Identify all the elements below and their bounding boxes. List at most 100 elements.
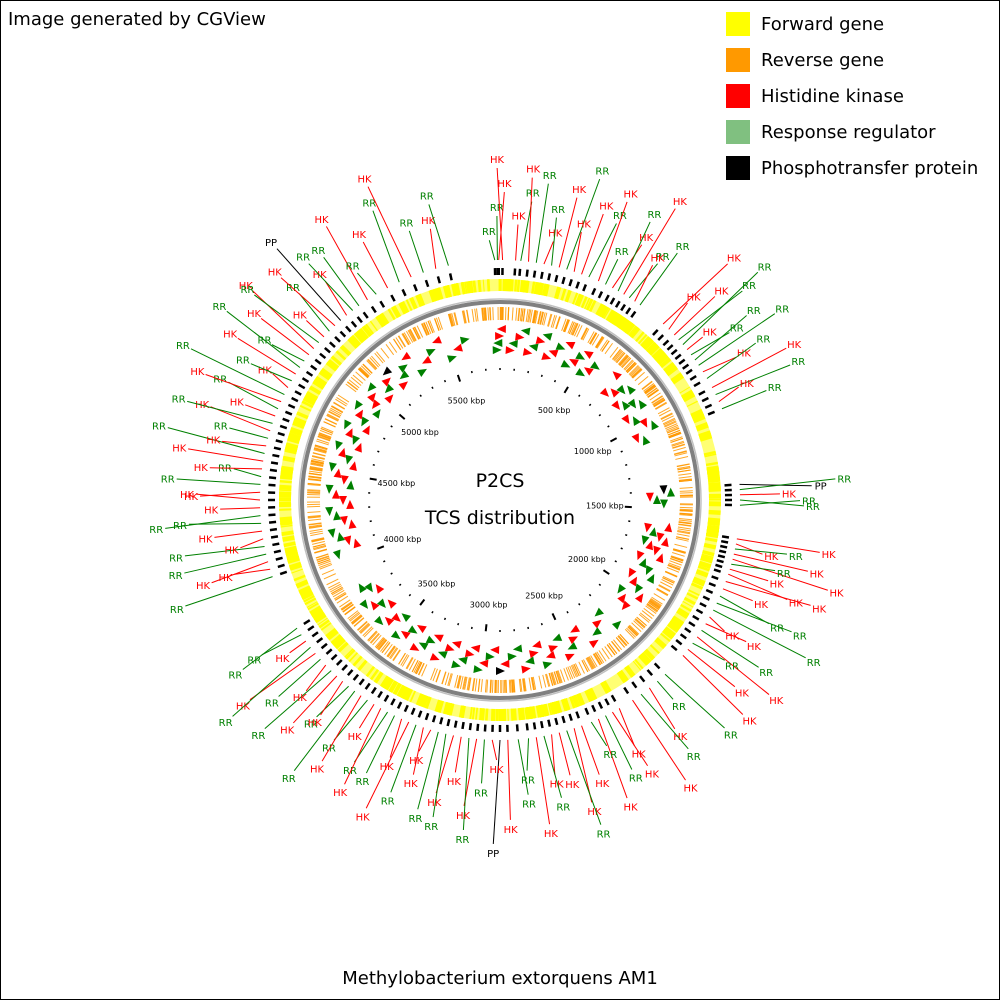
reverse-gene-mark bbox=[586, 657, 594, 670]
feature-tick bbox=[275, 439, 283, 444]
forward-gene-mark bbox=[464, 281, 468, 294]
reverse-gene-mark bbox=[521, 308, 524, 322]
reverse-gene-mark bbox=[595, 336, 604, 349]
reverse-gene-mark bbox=[312, 543, 326, 548]
tcs-marker bbox=[634, 583, 644, 594]
reverse-gene-mark bbox=[649, 599, 661, 608]
reverse-gene-mark bbox=[588, 332, 597, 345]
tcs-marker bbox=[417, 625, 427, 634]
forward-gene-mark bbox=[569, 696, 576, 709]
feature-label: HK bbox=[308, 718, 323, 729]
feature-tick bbox=[713, 568, 722, 573]
reverse-gene-mark bbox=[362, 363, 373, 374]
tcs-marker bbox=[327, 528, 336, 539]
feature-label: RR bbox=[482, 227, 496, 238]
feature-callout bbox=[184, 546, 265, 557]
feature-callout bbox=[725, 581, 811, 606]
feature-tick bbox=[352, 673, 360, 681]
reverse-gene-mark bbox=[347, 610, 359, 619]
forward-gene-mark bbox=[279, 518, 293, 525]
reverse-gene-mark bbox=[480, 679, 483, 693]
forward-gene-mark bbox=[306, 601, 318, 608]
reverse-gene-mark bbox=[631, 367, 642, 378]
reverse-gene-mark bbox=[631, 368, 642, 379]
feature-tick bbox=[334, 335, 341, 343]
reverse-gene-mark bbox=[334, 593, 347, 601]
feature-callout bbox=[498, 191, 505, 261]
tcs-marker bbox=[545, 650, 556, 659]
reverse-gene-mark bbox=[357, 621, 368, 631]
reverse-gene-mark bbox=[409, 329, 417, 342]
feature-tick bbox=[720, 539, 729, 544]
reverse-gene-mark bbox=[491, 679, 494, 693]
tcs-marker bbox=[569, 358, 579, 367]
feature-label: HK bbox=[198, 535, 213, 546]
reverse-gene-mark bbox=[573, 324, 581, 337]
forward-gene-mark bbox=[391, 305, 402, 319]
reverse-gene-mark bbox=[435, 317, 442, 331]
forward-gene-mark bbox=[317, 617, 328, 626]
reverse-gene-mark bbox=[593, 653, 601, 665]
feature-callout bbox=[739, 493, 780, 496]
backbone-ring bbox=[300, 300, 700, 700]
reverse-gene-mark bbox=[666, 427, 680, 434]
reverse-gene-mark bbox=[412, 327, 420, 340]
reverse-gene-mark bbox=[629, 624, 640, 635]
reverse-gene-mark bbox=[538, 675, 543, 689]
reverse-gene-mark bbox=[444, 672, 450, 686]
reverse-gene-mark bbox=[308, 518, 322, 521]
tcs-marker bbox=[384, 383, 395, 394]
reverse-gene-mark bbox=[668, 431, 681, 438]
feature-label: RR bbox=[490, 203, 504, 214]
feature-callout bbox=[232, 646, 311, 717]
scale-tick bbox=[588, 403, 592, 407]
feature-tick bbox=[702, 595, 711, 601]
forward-gene-mark bbox=[320, 370, 331, 378]
tcs-marker bbox=[528, 343, 539, 352]
feature-callout bbox=[260, 318, 310, 356]
feature-tick bbox=[335, 659, 343, 666]
forward-gene-mark bbox=[571, 695, 579, 708]
feature-tick bbox=[591, 287, 597, 296]
reverse-gene-mark bbox=[317, 436, 331, 442]
reverse-gene-mark bbox=[449, 313, 454, 327]
feature-tick bbox=[436, 276, 442, 284]
tcs-marker bbox=[493, 338, 503, 347]
reverse-gene-mark bbox=[331, 588, 344, 596]
tcs-marker bbox=[575, 368, 585, 377]
forward-gene-mark bbox=[620, 319, 631, 332]
reverse-gene-mark bbox=[665, 423, 678, 430]
feature-tick bbox=[679, 633, 687, 640]
feature-tick bbox=[518, 268, 522, 276]
tcs-marker bbox=[349, 461, 357, 471]
forward-gene-mark bbox=[608, 310, 616, 322]
forward-gene-mark bbox=[289, 563, 303, 571]
forward-gene-mark bbox=[588, 688, 595, 701]
reverse-gene-mark bbox=[662, 576, 675, 584]
feature-label: HK bbox=[404, 779, 419, 790]
feature-tick bbox=[692, 614, 700, 621]
feature-tick bbox=[339, 330, 347, 338]
reverse-gene-mark bbox=[435, 669, 441, 683]
feature-label: RR bbox=[212, 302, 226, 313]
feature-tick bbox=[345, 325, 352, 333]
forward-gene-mark bbox=[358, 327, 369, 340]
feature-label: HK bbox=[280, 726, 295, 737]
feature-tick bbox=[699, 602, 707, 608]
reverse-gene-mark bbox=[341, 602, 353, 611]
tcs-marker bbox=[660, 499, 669, 509]
legend-label: Reverse gene bbox=[761, 49, 885, 71]
feature-callout bbox=[333, 699, 368, 741]
reverse-gene-mark bbox=[647, 389, 659, 398]
feature-tick bbox=[707, 410, 716, 416]
reverse-gene-mark bbox=[307, 483, 321, 487]
tcs-marker bbox=[433, 634, 444, 643]
forward-gene-mark bbox=[706, 466, 720, 473]
reverse-gene-mark bbox=[678, 523, 692, 527]
reverse-gene-mark bbox=[652, 397, 665, 406]
forward-gene-mark bbox=[482, 279, 485, 292]
feature-callout bbox=[372, 210, 400, 283]
forward-gene-mark bbox=[574, 694, 581, 707]
feature-callout bbox=[293, 690, 356, 771]
reverse-gene-mark bbox=[532, 676, 537, 690]
